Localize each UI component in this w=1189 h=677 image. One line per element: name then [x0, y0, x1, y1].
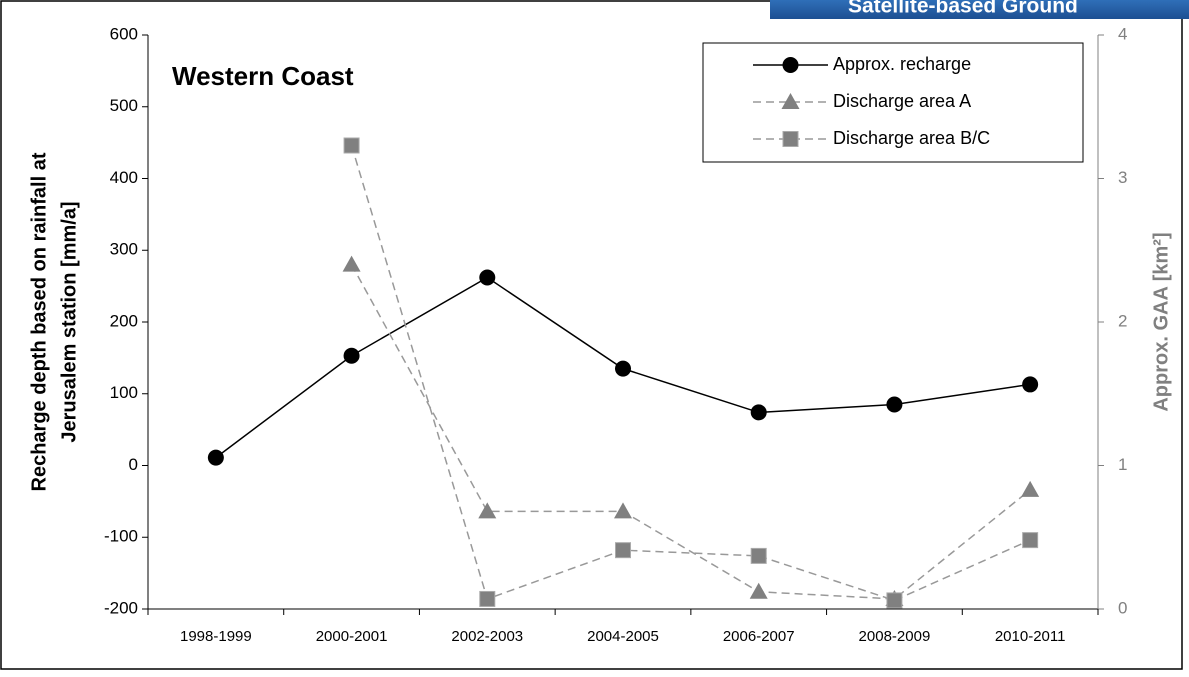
y2-tick-label: 0	[1118, 598, 1127, 617]
x-tick-label: 2008-2009	[859, 628, 931, 645]
legend-label: Discharge area A	[833, 91, 971, 111]
data-point	[749, 582, 768, 599]
y-tick-label: -200	[104, 598, 138, 617]
data-point	[615, 542, 631, 559]
legend-label: Discharge area B/C	[833, 128, 990, 148]
data-point	[1021, 480, 1040, 497]
x-tick-label: 2010-2011	[995, 628, 1066, 645]
data-point	[343, 347, 360, 364]
y-axis-title: Jerusalem station [mm/a]	[58, 201, 80, 442]
y-axis-title: Recharge depth based on rainfall at	[28, 152, 50, 491]
y2-tick-label: 1	[1118, 455, 1127, 474]
y-tick-label: 200	[110, 311, 138, 330]
legend-marker	[782, 131, 799, 147]
y2-tick-label: 2	[1118, 311, 1127, 330]
data-point	[614, 502, 632, 519]
y-tick-label: 500	[110, 96, 138, 115]
y-tick-label: 300	[110, 240, 138, 259]
data-point	[615, 360, 631, 377]
data-point	[886, 592, 903, 609]
banner-text: Satellite-based Ground	[848, 0, 1078, 18]
data-point	[342, 255, 361, 272]
legend-label: Approx. recharge	[833, 54, 971, 74]
x-tick-label: 2000-2001	[316, 628, 388, 645]
y2-axis-title: Approx. GAA [km²]	[1150, 232, 1172, 411]
chart-title: Western Coast	[172, 61, 354, 91]
data-point	[750, 404, 767, 421]
y-tick-label: 0	[129, 455, 138, 474]
x-tick-label: 2002-2003	[451, 628, 523, 645]
legend-marker	[781, 93, 800, 109]
x-tick-label: 2004-2005	[587, 628, 659, 645]
data-point	[343, 137, 360, 154]
data-point	[479, 590, 496, 607]
banner	[770, 0, 1189, 19]
y2-tick-label: 3	[1118, 168, 1127, 187]
x-tick-label: 2006-2007	[723, 628, 795, 645]
data-point	[1022, 532, 1039, 549]
y2-tick-label: 4	[1118, 24, 1127, 43]
data-point	[1022, 376, 1039, 393]
x-tick-label: 1998-1999	[180, 628, 252, 645]
data-point	[886, 396, 903, 413]
y-tick-label: -100	[104, 527, 138, 546]
data-point	[478, 502, 497, 519]
series-line	[350, 264, 1031, 600]
data-point	[207, 449, 224, 466]
data-point	[479, 269, 496, 286]
data-point	[750, 547, 767, 564]
y-tick-label: 100	[110, 383, 138, 402]
legend-marker	[782, 57, 799, 73]
y-tick-label: 400	[110, 168, 138, 187]
series-line	[350, 145, 1031, 602]
y-tick-label: 600	[110, 24, 138, 43]
